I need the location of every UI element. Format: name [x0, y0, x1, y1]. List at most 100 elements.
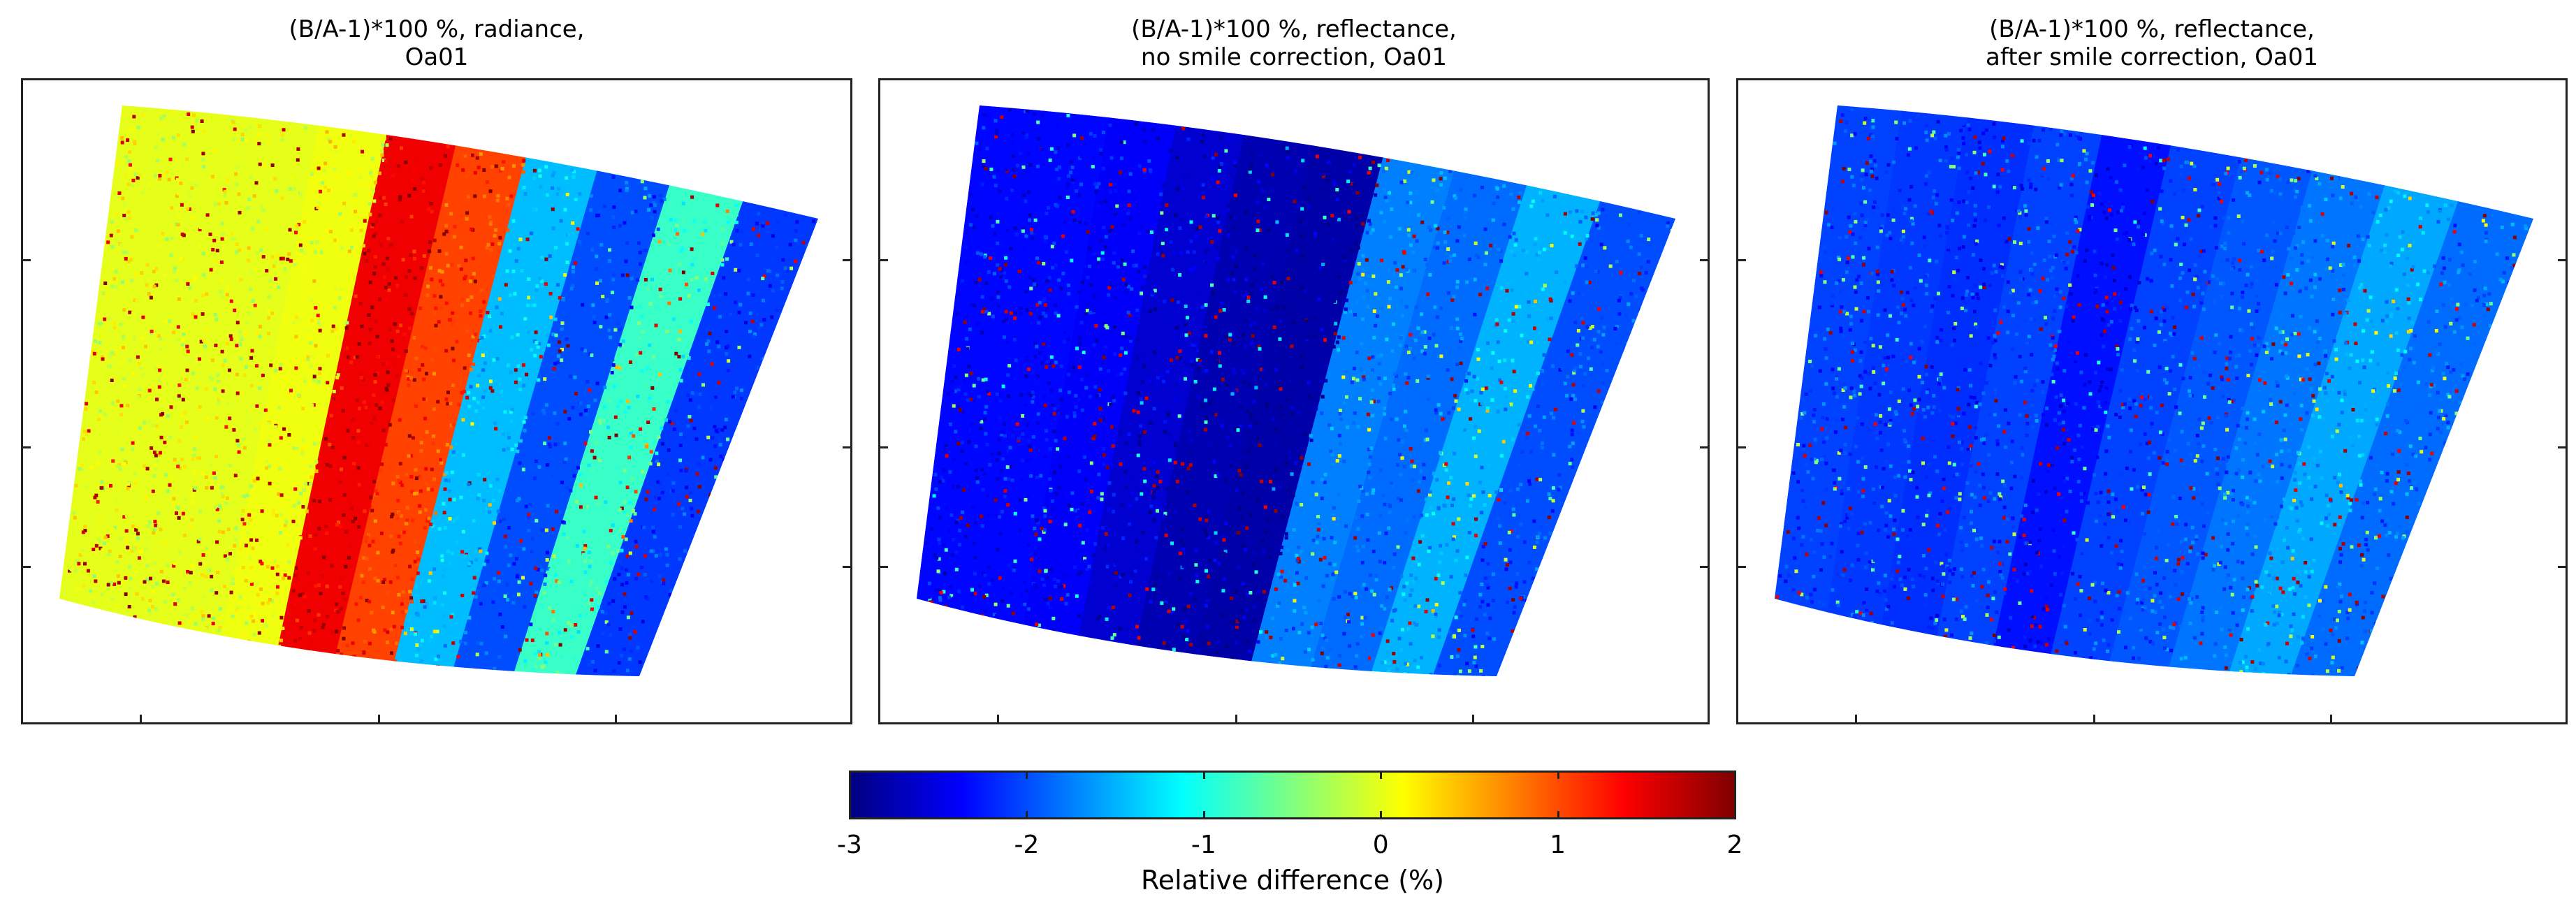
- swath-pixel: [295, 618, 299, 622]
- swath-pixel: [1361, 254, 1365, 258]
- swath-pixel: [442, 232, 446, 236]
- swath-pixel: [630, 277, 634, 281]
- swath-pixel: [1334, 321, 1338, 326]
- swath-pixel: [177, 439, 182, 443]
- swath-pixel: [1170, 541, 1174, 546]
- swath-pixel: [1031, 395, 1035, 399]
- swath-pixel: [419, 659, 423, 663]
- swath-pixel: [1457, 225, 1461, 229]
- swath-pixel: [1044, 235, 1047, 239]
- swath-pixel: [108, 549, 112, 553]
- swath-pixel: [1095, 262, 1099, 266]
- swath-pixel: [618, 528, 623, 532]
- swath-pixel: [1218, 405, 1221, 409]
- swath-pixel: [68, 569, 72, 573]
- swath-pixel: [1239, 473, 1243, 477]
- swath-pixel: [269, 363, 273, 367]
- swath-pixel: [378, 407, 382, 411]
- swath-pixel: [443, 591, 446, 595]
- swath-pixel: [1505, 395, 1509, 399]
- swath-pixel: [576, 444, 580, 448]
- swath-pixel: [1069, 160, 1073, 164]
- swath-pixel: [233, 308, 237, 312]
- swath-pixel: [631, 509, 635, 513]
- swath-pixel: [475, 156, 479, 160]
- swath-pixel: [611, 277, 616, 282]
- swath-pixel: [418, 504, 422, 508]
- swath-pixel: [1248, 424, 1252, 428]
- swath-pixel: [298, 636, 302, 641]
- swath-pixel: [158, 368, 162, 372]
- swath-pixel: [761, 224, 765, 228]
- swath-pixel: [614, 365, 618, 369]
- swath-pixel: [1093, 435, 1097, 438]
- swath-pixel: [574, 623, 578, 627]
- swath-pixel: [720, 428, 725, 432]
- swath-pixel: [497, 655, 502, 659]
- swath-pixel: [1020, 478, 1024, 482]
- swath-pixel: [1384, 531, 1388, 535]
- swath-pixel: [325, 228, 329, 233]
- swath-pixel: [1344, 307, 1348, 312]
- swath-pixel: [1455, 326, 1460, 330]
- swath-pixel: [425, 372, 428, 376]
- swath-pixel: [316, 138, 320, 143]
- swath-pixel: [1174, 444, 1178, 448]
- swath-pixel: [1338, 654, 1342, 658]
- swath-pixel: [305, 648, 310, 652]
- swath-pixel: [969, 223, 973, 227]
- swath-pixel: [1126, 284, 1130, 289]
- swath-pixel: [1066, 370, 1070, 373]
- swath-pixel: [459, 639, 463, 643]
- swath-pixel: [970, 592, 974, 597]
- swath-pixel: [358, 372, 362, 376]
- swath-pixel: [423, 605, 427, 609]
- swath-pixel: [1033, 207, 1038, 212]
- swath-pixel: [1455, 549, 1460, 553]
- swath-pixel: [1113, 326, 1117, 329]
- swath-pixel: [623, 469, 627, 473]
- swath-pixel: [1077, 572, 1081, 576]
- swath-pixel: [1049, 604, 1053, 608]
- swath-pixel: [1205, 515, 1209, 519]
- swath-pixel: [1425, 513, 1429, 517]
- swath-pixel: [581, 302, 585, 307]
- swath-pixel: [1468, 398, 1472, 402]
- swath-pixel: [1170, 358, 1173, 363]
- swath-pixel: [1529, 450, 1533, 454]
- swath-pixel: [998, 267, 1002, 271]
- swath-pixel: [381, 428, 386, 432]
- swath-pixel: [1191, 268, 1195, 272]
- swath-pixel: [1121, 573, 1125, 577]
- swath-pixel: [1497, 516, 1500, 520]
- swath-pixel: [1339, 290, 1343, 294]
- swath-pixel: [1365, 231, 1369, 235]
- swath-pixel: [1107, 605, 1111, 609]
- swath-pixel: [1131, 249, 1135, 254]
- swath-pixel: [1511, 207, 1515, 211]
- swath-pixel: [1253, 278, 1257, 282]
- swath-pixel: [420, 638, 424, 643]
- swath-pixel: [481, 353, 485, 358]
- swath-pixel: [1279, 636, 1283, 641]
- swath-pixel: [757, 233, 761, 238]
- swath-pixel: [776, 219, 779, 224]
- swath-pixel: [1279, 575, 1283, 579]
- swath-pixel: [172, 270, 176, 274]
- swath-pixel: [1209, 350, 1214, 354]
- swath-pixel: [168, 319, 171, 323]
- swath-pixel: [126, 138, 130, 143]
- swath-pixel: [116, 574, 120, 578]
- swath-pixel: [1371, 414, 1375, 418]
- swath-pixel: [101, 548, 105, 552]
- swath-pixel: [1321, 174, 1325, 178]
- swath-pixel: [1168, 151, 1172, 155]
- swath-pixel: [1568, 444, 1572, 448]
- swath-pixel: [472, 396, 476, 400]
- swath-pixel: [1330, 214, 1334, 218]
- swath-pixel: [409, 240, 414, 244]
- swath-pixel: [734, 268, 738, 272]
- swath-pixel: [1517, 423, 1521, 427]
- swath-pixel: [1247, 383, 1251, 387]
- swath-pixel: [1383, 607, 1387, 611]
